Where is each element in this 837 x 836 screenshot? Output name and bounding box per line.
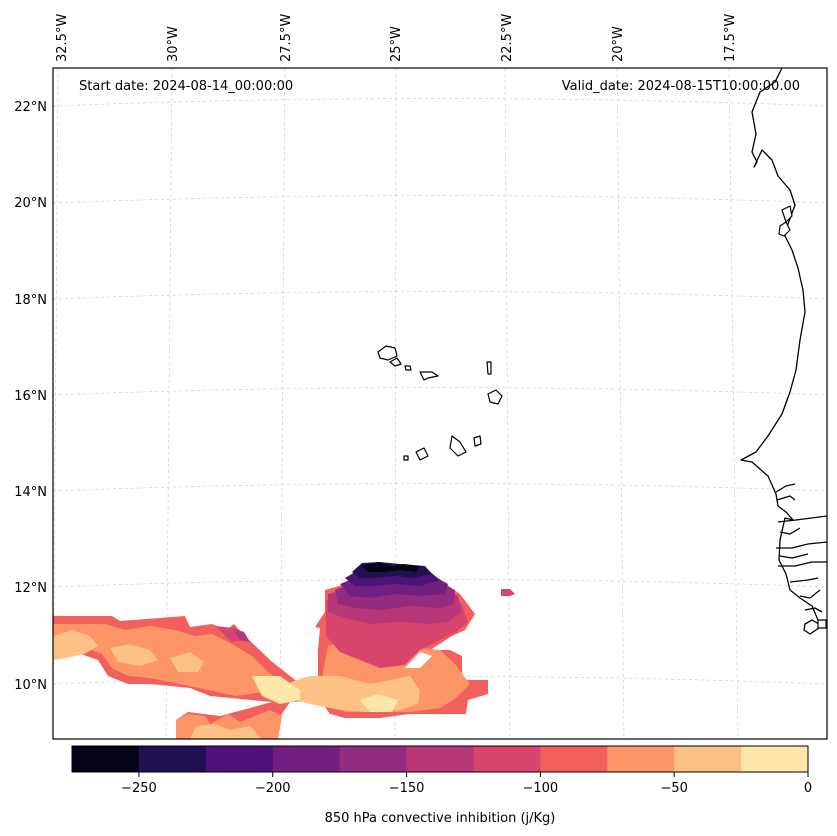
lat-label: 16°N [14,389,47,404]
contour-fill-patch [501,589,515,596]
colorbar-swatch [473,746,541,772]
map-frame [52,67,828,740]
colorbar-frame [71,745,809,773]
colorbar-tick-label: −200 [255,781,291,796]
colorbar-swatches [72,746,809,772]
contour-fill-west-mid [53,624,285,696]
coastline-casamance [776,515,827,567]
island-sal [486,361,492,375]
lon-label: 27.5°W [279,14,294,62]
coastlines [377,68,827,635]
colorbar-tick-label: −100 [523,781,559,796]
island-brava [403,455,409,461]
longitude-labels: 32.5°W 30°W 27.5°W 25°W 22.5°W 20°W 17.5… [55,14,738,62]
lat-label: 10°N [14,678,47,693]
island-santiago [449,435,467,457]
island-dakar-area [778,221,791,237]
colorbar-tick-label: −250 [121,781,157,796]
parallel [53,483,827,492]
parallel [53,579,827,588]
island-bijagos [817,619,827,629]
lon-label: 22.5°W [500,14,515,62]
contour-notch [405,652,432,668]
island-sao-vicente [389,357,402,367]
lat-label: 22°N [14,100,47,115]
map-panel: Start date: 2024-08-14_00:00:00 Valid_da… [52,67,828,740]
contour-fill-west-light-3 [170,652,204,672]
colorbar-swatch [674,746,742,772]
colorbar-title: 850 hPa convective inhibition (j/Kg) [325,811,556,826]
start-date-label: Start date: 2024-08-14_00:00:00 [79,79,293,94]
colorbar-tick-label: −150 [389,781,425,796]
coastline-gambia [775,483,796,501]
valid-date-label: Valid_date: 2024-08-15T10:00:00.00 [562,79,800,94]
meridian [616,68,625,739]
colorbar-swatch [406,746,474,772]
island-boa-vista [487,389,503,405]
island-fogo [415,447,429,461]
lon-label: 25°W [389,26,404,62]
parallel [53,387,827,396]
island-maio [473,435,482,447]
lat-label: 18°N [14,293,47,308]
contour-fill-sw-light [190,724,262,739]
lon-label: 30°W [166,26,181,62]
meridian [728,68,739,739]
contour-fill-west-dark-2 [232,628,250,642]
island-coast-fragment [781,205,793,223]
colorbar-swatch [205,746,274,772]
colorbar-swatch [741,746,809,772]
colorbar: −250 −200 −150 −100 −50 0 850 hPa convective … [71,745,812,826]
parallel [53,291,827,300]
coastline-bissau [789,577,823,635]
island-santa-luzia [404,365,412,371]
colorbar-swatch [138,746,207,772]
meridian [504,68,511,739]
colorbar-swatch [540,746,608,772]
contour-fill-central-black [362,562,420,572]
colorbar-tick-label: 0 [804,781,812,796]
contour-fill-west-light-2 [110,644,158,666]
contour-fill-west-dark [215,626,246,642]
contour-fill-central-lightest-2 [360,694,398,712]
contour-fill-central-lightest [252,676,300,704]
lat-label: 20°N [14,196,47,211]
colorbar-ticks: −250 −200 −150 −100 −50 0 [121,772,812,796]
lon-label: 20°W [611,26,626,62]
island-sao-nicolau [419,371,439,381]
parallel [53,195,827,204]
colorbar-tick-label: −50 [660,781,687,796]
cin-contours [53,562,515,739]
colorbar-swatch [272,746,341,772]
lon-label: 17.5°W [723,14,738,62]
colorbar-swatch [339,746,408,772]
lon-label: 32.5°W [55,14,70,62]
parallel [53,98,827,107]
island-santo-antao [377,345,398,361]
lat-label: 12°N [14,581,47,596]
meridian [279,68,286,739]
lat-label: 14°N [14,485,47,500]
colorbar-swatch [72,746,140,772]
contour-fill-west-light [53,630,98,660]
latitude-labels: 22°N 20°N 18°N 16°N 14°N 12°N 10°N [14,100,47,693]
african-coastline [740,68,827,626]
colorbar-swatch [607,746,675,772]
